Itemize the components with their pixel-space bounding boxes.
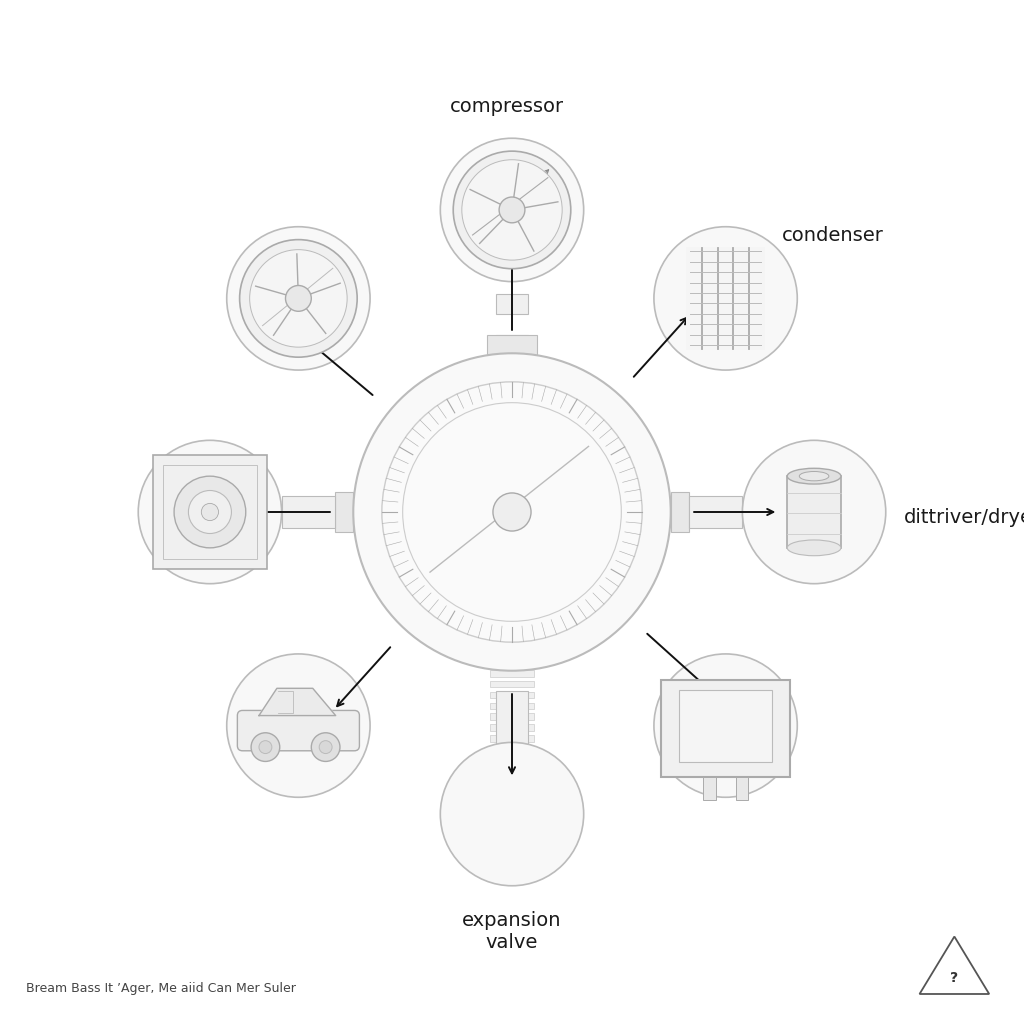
Circle shape	[499, 197, 525, 223]
Circle shape	[311, 733, 340, 762]
Circle shape	[454, 152, 570, 268]
Bar	[686, 247, 765, 350]
Circle shape	[138, 440, 282, 584]
Bar	[282, 496, 335, 528]
Text: expansion
valve: expansion valve	[462, 911, 562, 952]
Bar	[335, 492, 353, 532]
Circle shape	[226, 654, 370, 798]
Bar	[490, 757, 534, 763]
Bar	[490, 692, 534, 698]
Text: dittriver/dryer: dittriver/dryer	[904, 508, 1024, 526]
Text: Bream Bass It ’Ager, Me aiid Can Mer Suler: Bream Bass It ’Ager, Me aiid Can Mer Sul…	[26, 982, 296, 995]
Circle shape	[319, 740, 332, 754]
Circle shape	[174, 476, 246, 548]
Circle shape	[251, 733, 280, 762]
Bar	[662, 680, 791, 777]
Circle shape	[654, 226, 798, 370]
Ellipse shape	[787, 468, 841, 484]
Ellipse shape	[787, 540, 841, 556]
Circle shape	[462, 160, 562, 260]
Circle shape	[202, 504, 218, 520]
Circle shape	[440, 742, 584, 886]
Bar	[689, 496, 742, 528]
Text: compressor: compressor	[450, 96, 564, 116]
Circle shape	[286, 286, 311, 311]
Bar	[490, 702, 534, 709]
Bar	[490, 714, 534, 720]
Bar	[490, 724, 534, 731]
Circle shape	[382, 382, 642, 642]
Text: ?: ?	[950, 971, 958, 985]
Bar	[496, 335, 528, 353]
Circle shape	[402, 402, 622, 622]
Bar	[787, 476, 841, 548]
Bar	[163, 465, 257, 559]
Bar	[671, 492, 689, 532]
Circle shape	[188, 490, 231, 534]
Bar	[679, 690, 772, 762]
Bar	[490, 735, 534, 741]
Circle shape	[440, 138, 584, 282]
Bar	[496, 294, 528, 314]
Circle shape	[493, 493, 531, 531]
Circle shape	[259, 740, 272, 754]
Bar	[153, 455, 267, 569]
Circle shape	[742, 440, 886, 584]
Ellipse shape	[800, 471, 828, 481]
Bar	[496, 691, 528, 773]
Polygon shape	[259, 688, 336, 716]
Circle shape	[226, 226, 370, 370]
Bar	[703, 777, 716, 800]
Bar	[487, 335, 537, 355]
Bar	[490, 745, 534, 753]
Bar	[490, 670, 534, 677]
Circle shape	[250, 250, 347, 347]
FancyBboxPatch shape	[238, 711, 359, 751]
Bar	[490, 681, 534, 687]
Circle shape	[240, 240, 357, 357]
Circle shape	[654, 654, 798, 798]
Text: condenser: condenser	[782, 226, 884, 245]
Bar	[735, 777, 748, 800]
Circle shape	[353, 353, 671, 671]
